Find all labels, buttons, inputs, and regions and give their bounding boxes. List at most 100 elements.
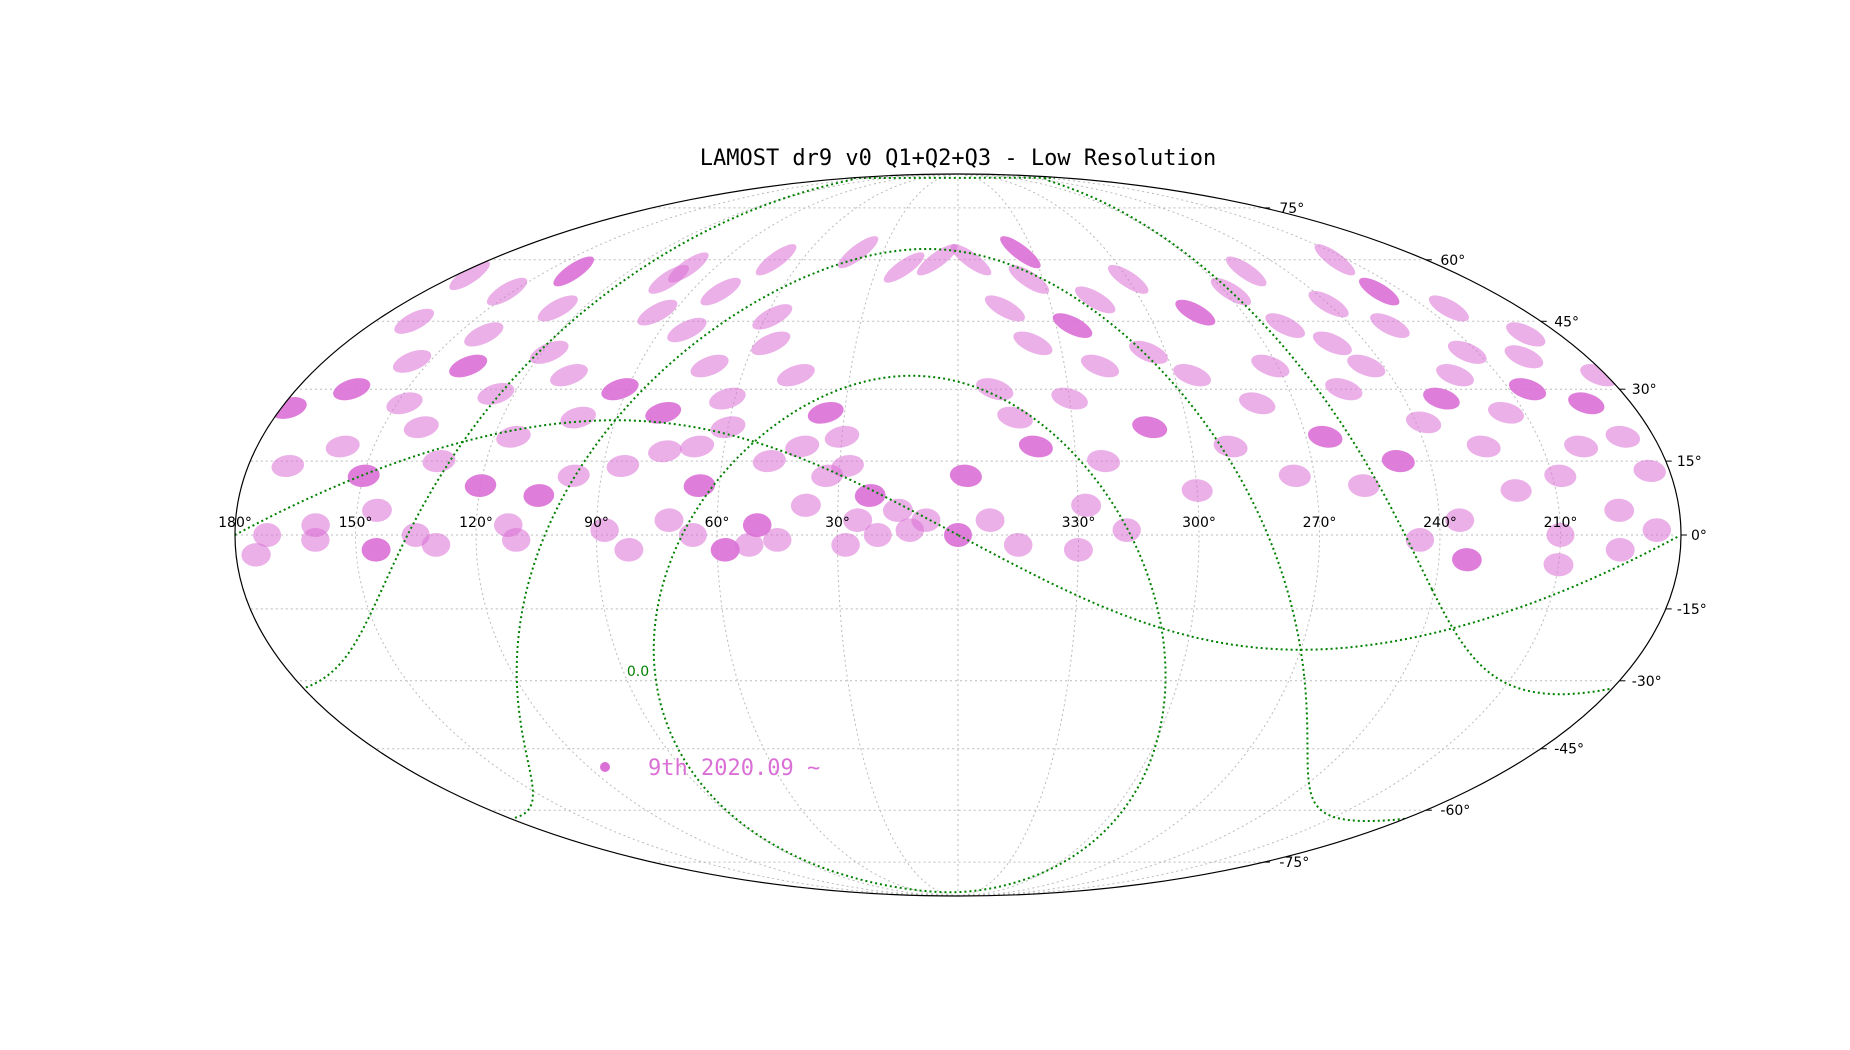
field-point	[1265, 313, 1306, 339]
field-point	[1008, 264, 1050, 294]
field-point	[301, 527, 330, 552]
field-point	[1325, 378, 1363, 401]
dec-tick-label: -15°	[1677, 602, 1707, 618]
field-point	[678, 523, 707, 547]
legend-marker	[600, 762, 610, 772]
field-point	[895, 518, 924, 543]
field-point	[811, 464, 844, 487]
grid-meridian	[957, 173, 1321, 897]
field-point	[333, 378, 371, 401]
observation-fields	[241, 236, 1671, 577]
grid-meridian	[957, 173, 1200, 897]
field-point	[1506, 322, 1546, 347]
field-point	[637, 299, 678, 326]
field-point	[1129, 340, 1168, 364]
field-point	[614, 537, 644, 562]
dec-tick-label: 0°	[1691, 528, 1707, 544]
field-point	[1052, 313, 1093, 339]
ra-tick-label: 270°	[1303, 515, 1337, 531]
dec-tick-labels: 75°60°45°30°15°0°-15°-30°-45°-60°-75°	[1263, 201, 1707, 871]
grid-meridian	[475, 173, 959, 897]
dec-tick-label: -75°	[1279, 855, 1309, 871]
field-point	[537, 295, 578, 322]
field-point	[1508, 378, 1547, 401]
field-point	[752, 450, 786, 473]
field-point	[1087, 450, 1120, 473]
field-point	[843, 508, 873, 533]
field-point	[1181, 479, 1213, 502]
ra-tick-label: 60°	[705, 515, 730, 531]
field-point	[422, 450, 456, 473]
dec-tick-label: 60°	[1440, 253, 1465, 269]
ra-tick-label: 210°	[1544, 515, 1578, 531]
dec-tick-label: 45°	[1554, 314, 1579, 330]
field-point	[1605, 425, 1641, 448]
field-point	[863, 523, 892, 547]
field-point	[648, 440, 682, 463]
ra-tick-label: 330°	[1062, 515, 1096, 531]
field-point	[403, 416, 439, 439]
field-point	[1278, 464, 1311, 487]
field-point	[553, 256, 595, 287]
field-point	[1112, 518, 1141, 543]
field-point	[854, 484, 886, 507]
field-point	[464, 322, 504, 347]
galactic-plane-curve	[514, 248, 1405, 822]
dec-tick-label: -45°	[1554, 742, 1584, 758]
field-point	[394, 308, 435, 334]
field-point	[449, 260, 490, 291]
field-point	[734, 532, 764, 557]
field-point	[1312, 331, 1352, 356]
field-point	[742, 513, 772, 538]
field-point	[1405, 527, 1435, 552]
field-point	[949, 464, 982, 487]
field-point	[883, 252, 925, 283]
galactic-b-plus-curve	[652, 374, 1167, 894]
field-point	[776, 364, 815, 387]
field-point	[1423, 387, 1460, 410]
field-point	[1071, 493, 1102, 517]
ra-tick-label: 300°	[1182, 515, 1216, 531]
field-point	[606, 454, 640, 478]
field-point	[1436, 364, 1474, 387]
field-point	[1175, 299, 1216, 326]
field-point	[1063, 537, 1093, 562]
field-point	[560, 406, 597, 429]
field-point	[1580, 364, 1619, 387]
field-point	[1348, 474, 1380, 497]
field-point	[667, 317, 707, 343]
field-point	[1173, 364, 1212, 387]
field-point	[1051, 387, 1088, 410]
field-point	[755, 244, 797, 276]
field-point	[683, 474, 716, 497]
field-point	[1605, 537, 1635, 562]
field-point	[502, 527, 531, 552]
ra-tick-labels: 330° 300° 270° 240° 210°180° 150° 120° 90° 60° 30…	[218, 515, 1577, 531]
field-point	[1239, 392, 1276, 415]
field-point	[1000, 236, 1041, 269]
field-point	[529, 340, 569, 364]
field-point	[1370, 313, 1410, 339]
field-point	[361, 537, 391, 562]
field-point	[1314, 244, 1356, 276]
field-point	[667, 252, 709, 283]
reference-curves	[235, 176, 1678, 894]
field-point	[785, 435, 820, 458]
field-point	[253, 523, 282, 547]
legend-label: 9th 2020.09 ~	[648, 756, 820, 781]
field-point	[590, 518, 619, 543]
field-point	[464, 474, 497, 497]
field-point	[1568, 392, 1605, 415]
field-point	[1452, 548, 1482, 572]
chart-title: LAMOST dr9 v0 Q1+Q2+Q3 - Low Resolution	[700, 146, 1217, 171]
galactic-b-minus-curve	[235, 419, 1678, 651]
ecliptic-curve	[303, 176, 1610, 696]
ra-tick-label: 120°	[459, 515, 493, 531]
field-point	[1225, 256, 1267, 287]
field-point	[837, 236, 879, 269]
field-point	[477, 382, 515, 405]
field-point	[1075, 286, 1116, 314]
field-point	[1488, 401, 1524, 424]
field-point	[700, 277, 741, 306]
grid-meridian	[595, 173, 959, 897]
